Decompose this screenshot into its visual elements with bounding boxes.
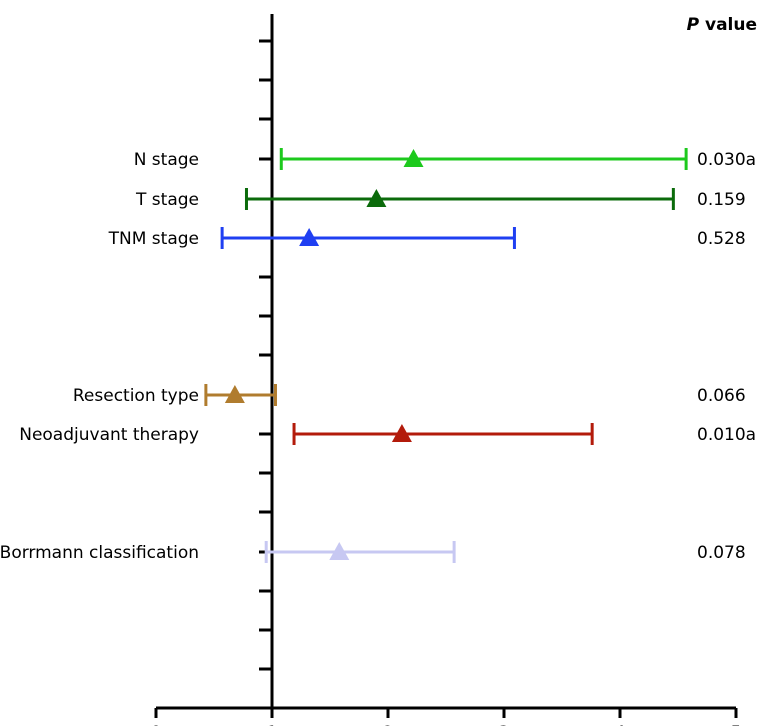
row-label: T stage <box>135 190 199 210</box>
row-label: Resection type <box>73 386 199 406</box>
x-tick-label: 2 <box>383 723 394 726</box>
p-value: 0.010a <box>697 425 756 445</box>
p-value-header-italic: P <box>687 15 700 35</box>
p-value: 0.030a <box>697 150 756 170</box>
row-label: N stage <box>134 150 199 170</box>
x-tick-label: 0 <box>151 723 162 726</box>
p-value-header: P value <box>687 15 757 35</box>
row-borrmann-classification: Borrmann classification 0.078 <box>0 541 746 563</box>
x-tick-label: 3 <box>499 723 510 726</box>
p-value: 0.159 <box>697 190 746 210</box>
row-label: Neoadjuvant therapy <box>19 425 199 445</box>
p-value: 0.528 <box>697 229 746 249</box>
axes: 0 1 2 3 4 5 <box>151 14 742 726</box>
estimate-marker <box>224 385 245 403</box>
x-tick-label: 4 <box>615 723 626 726</box>
rows: N stage 0.030a T stage 0.159 TNM stage 0.528 R… <box>0 148 756 563</box>
p-value: 0.078 <box>697 543 746 563</box>
row-t-stage: T stage 0.159 <box>135 188 746 210</box>
row-neoadjuvant-therapy: Neoadjuvant therapy 0.010a <box>19 423 756 445</box>
x-tick-label: 5 <box>731 723 742 726</box>
estimate-marker <box>329 542 350 560</box>
estimate-marker <box>391 424 412 442</box>
row-tnm-stage: TNM stage 0.528 <box>108 227 746 249</box>
row-resection-type: Resection type 0.066 <box>73 384 746 406</box>
estimate-marker <box>403 149 424 167</box>
p-value: 0.066 <box>697 386 746 406</box>
estimate-marker <box>366 189 387 207</box>
row-label: TNM stage <box>108 229 199 249</box>
estimate-marker <box>299 228 320 246</box>
row-label: Borrmann classification <box>0 543 199 563</box>
row-n-stage: N stage 0.030a <box>134 148 756 170</box>
p-value-header-rest: value <box>699 15 757 35</box>
x-tick-label: 1 <box>267 723 278 726</box>
